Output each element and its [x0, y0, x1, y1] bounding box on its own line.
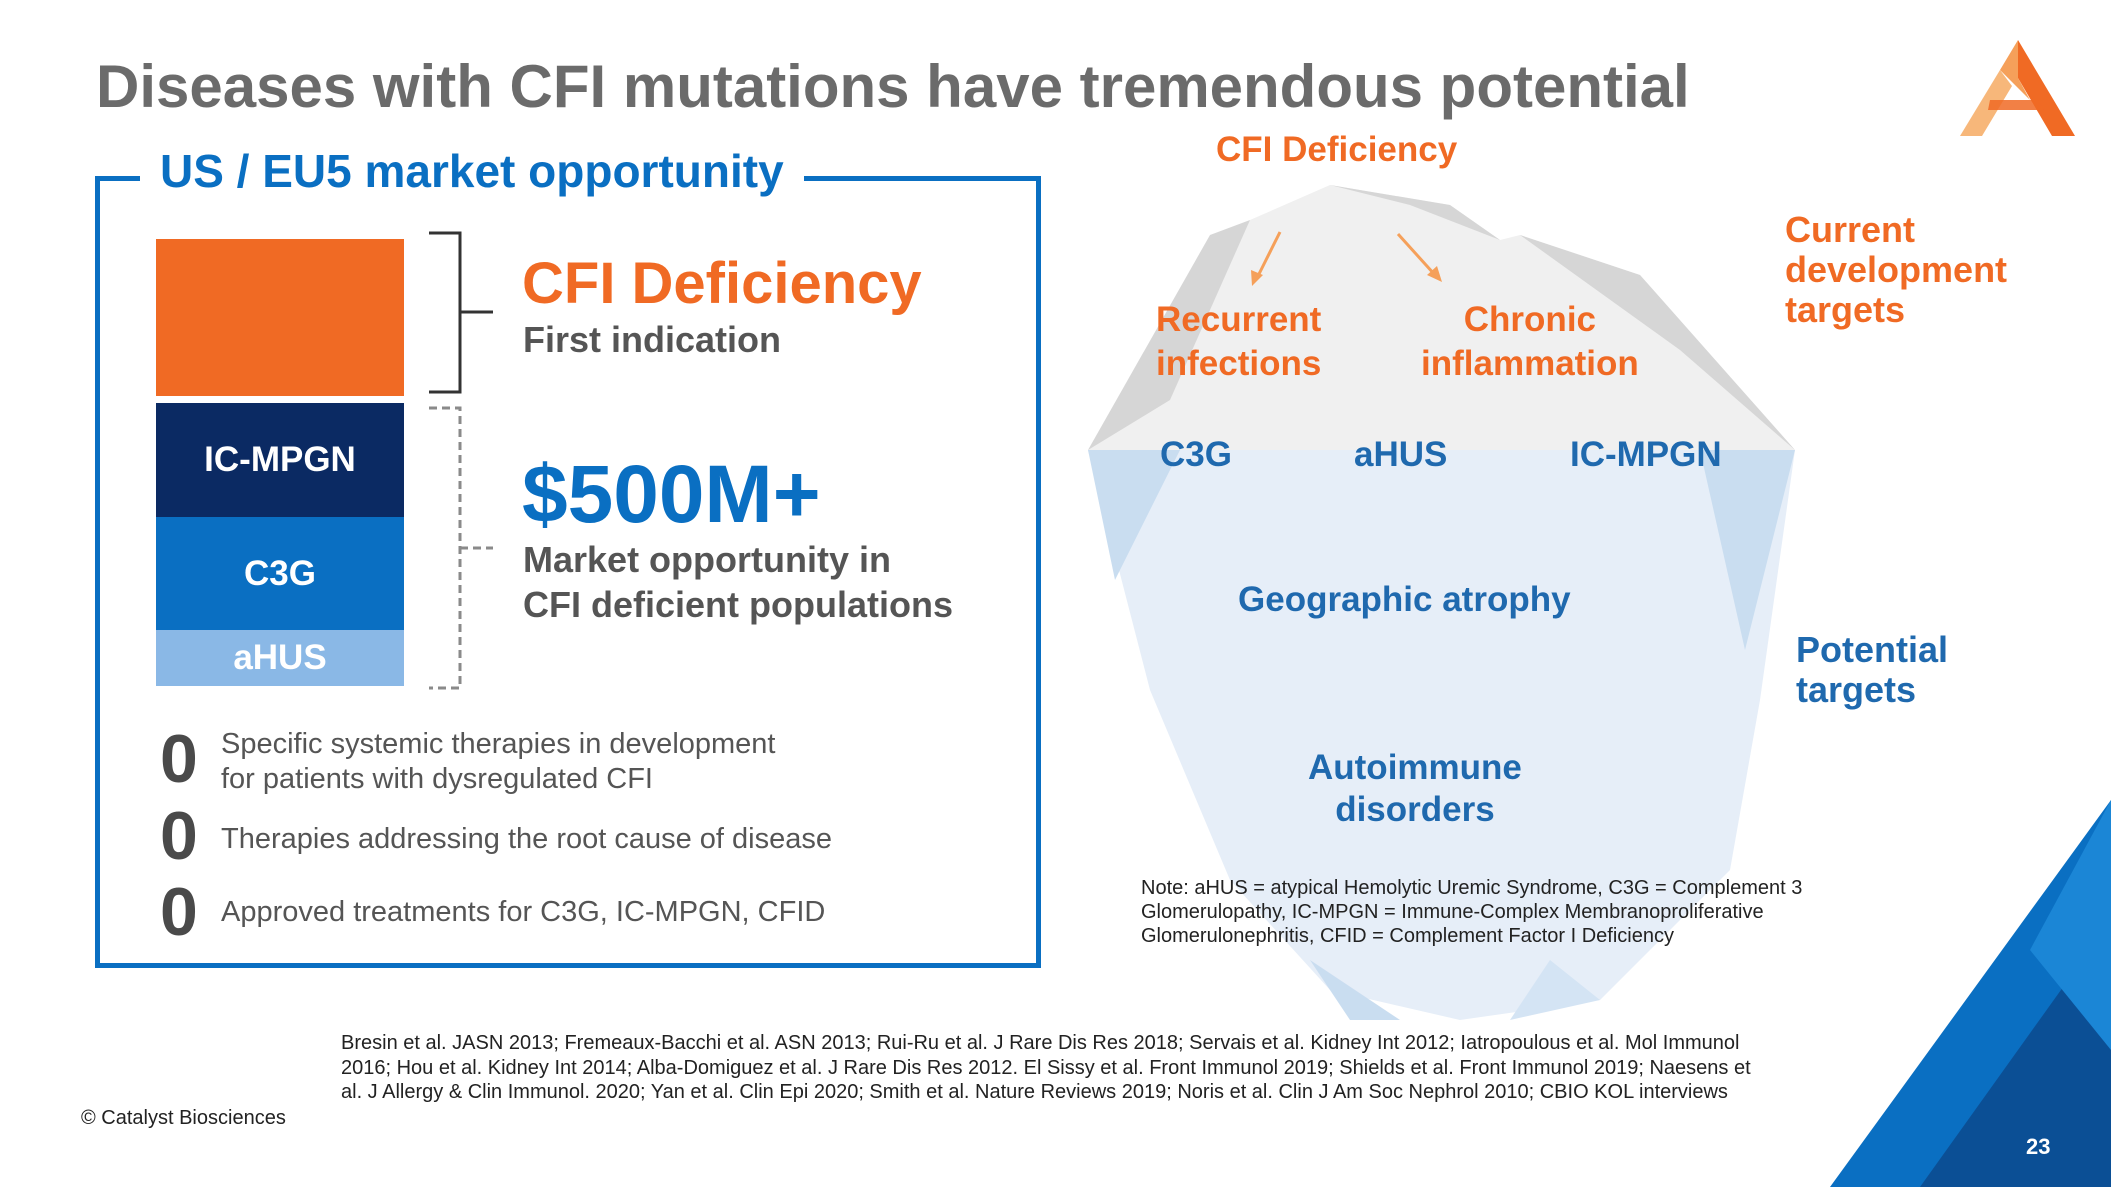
slide-title: Diseases with CFI mutations have tremend… [96, 53, 1690, 120]
note-line: Note: aHUS = atypical Hemolytic Uremic S… [1141, 877, 1803, 899]
label-line: targets [1785, 289, 1906, 330]
iceberg-graphic [1088, 185, 1795, 1020]
label-line: development [1785, 249, 2008, 290]
label-line: Chronic [1463, 300, 1597, 339]
current-targets-label: Current development targets [1785, 210, 2007, 330]
iceberg-ic-mpgn-label: IC-MPGN [1570, 435, 1722, 474]
note-line: Glomerulonephritis, CFID = Complement Fa… [1141, 925, 1674, 947]
first-indication-label: First indication [523, 319, 782, 360]
market-opportunity-heading: US / EU5 market opportunity [140, 144, 804, 198]
stat-description: Specific systemic therapies in developme… [221, 727, 775, 797]
label-line: Potential [1796, 629, 1949, 670]
label-line: Autoimmune [1308, 748, 1522, 787]
iceberg-c3g-label: C3G [1160, 435, 1232, 474]
chronic-inflammation-label: Chronic inflammation [1421, 298, 1639, 386]
stat-desc-line2: for patients with dysregulated CFI [221, 763, 653, 795]
stat-desc-line1: Specific systemic therapies in developme… [221, 728, 776, 760]
bar-segment-cfi-deficiency [156, 239, 404, 396]
stat-description: Therapies addressing the root cause of d… [221, 823, 832, 855]
label-line: Recurrent [1156, 300, 1322, 339]
market-value-desc-line1: Market opportunity in [523, 539, 891, 580]
cfi-deficiency-heading: CFI Deficiency [522, 251, 922, 316]
bar-segment-ahus: aHUS [156, 630, 404, 686]
stat-number: 0 [160, 721, 198, 797]
page-number: 23 [2026, 1134, 2051, 1159]
copyright: © Catalyst Biosciences [81, 1107, 286, 1129]
potential-targets-label: Potential targets [1796, 630, 1948, 710]
corner-decoration [1830, 800, 2111, 1187]
company-logo-icon [1960, 40, 2075, 136]
bar-segment-ic-mpgn: IC-MPGN [156, 403, 404, 517]
label-line: infections [1156, 344, 1322, 383]
label-line: disorders [1335, 790, 1495, 829]
references: Bresin et al. JASN 2013; Fremeaux-Bacchi… [341, 1032, 1751, 1103]
bracket-lines [429, 231, 493, 690]
label-line: Current [1785, 209, 1916, 250]
label-line: inflammation [1421, 344, 1639, 383]
stat-number: 0 [160, 798, 198, 874]
market-value: $500M+ [522, 449, 821, 540]
label-line: targets [1796, 669, 1917, 710]
iceberg-ahus-label: aHUS [1354, 435, 1448, 474]
note-line: Glomerulopathy, IC-MPGN = Immune-Complex… [1141, 901, 1764, 923]
abbreviation-note: Note: aHUS = atypical Hemolytic Uremic S… [1141, 876, 1802, 948]
stat-number: 0 [160, 874, 198, 950]
iceberg-top-label: CFI Deficiency [1216, 130, 1458, 169]
bar-segment-c3g: C3G [156, 517, 404, 630]
stat-description: Approved treatments for C3G, IC-MPGN, CF… [221, 896, 826, 928]
recurrent-infections-label: Recurrent infections [1156, 298, 1321, 386]
autoimmune-disorders-label: Autoimmune disorders [1308, 747, 1522, 831]
geographic-atrophy-label: Geographic atrophy [1238, 580, 1571, 619]
market-value-desc-line2: CFI deficient populations [523, 584, 953, 625]
